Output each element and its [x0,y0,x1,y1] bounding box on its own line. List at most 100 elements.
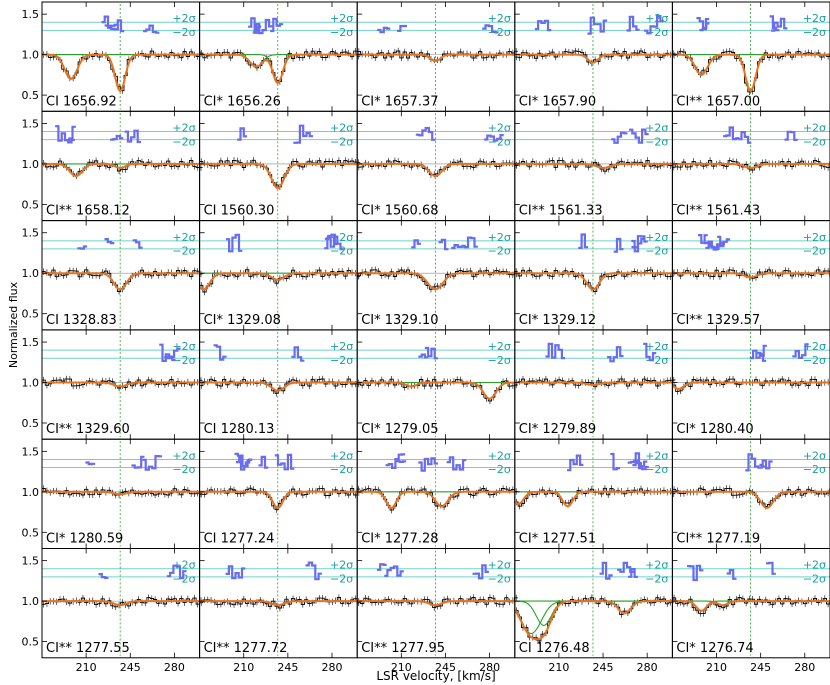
residual-segment [293,124,313,144]
residual-segment [213,344,227,361]
flux-spectrum [42,488,203,496]
minus-2sigma-label: −2σ [645,135,668,148]
x-tick-label: 210 [233,661,254,674]
residual-segment [723,126,740,141]
panel-label: CI** 1658.12 [46,204,130,219]
y-tick-label: 0.5 [22,308,40,321]
x-tick-label: 280 [794,661,815,674]
panel: +2σ−2σ CI 1560.30 [199,110,361,222]
plus-2sigma-label: +2σ [803,449,826,462]
minus-2sigma-label: −2σ [803,135,826,148]
residual-segment [225,233,243,253]
minus-2sigma-label: −2σ [172,245,195,258]
residual-segment [396,460,407,463]
residual-segment [451,244,465,250]
residual-segment [607,346,624,363]
panel-label: CI** 1277.19 [676,532,760,547]
residual-segment [418,457,438,472]
component-profile [199,54,358,68]
model-fit [199,600,358,607]
minus-2sigma-label: −2σ [172,135,195,148]
residual-segment [132,239,143,249]
y-tick-label: 1.5 [22,555,40,568]
model-fit [671,381,830,391]
residual-segment [411,239,421,249]
y-tick-label: 1.0 [22,267,40,280]
model-fit [42,162,200,178]
plus-2sigma-label: +2σ [330,449,353,462]
plus-2sigma-label: +2σ [488,121,511,134]
model-fit [672,162,830,170]
panel-label: CI 1328.83 [46,313,117,328]
minus-2sigma-label: −2σ [645,572,668,585]
panel-label: CI* 1329.08 [204,313,281,328]
residual-segment [418,353,429,359]
panel-label: CI 1560.30 [204,204,275,219]
residual-segment [545,342,566,360]
flux-spectrum [199,487,361,511]
minus-2sigma-label: −2σ [172,463,195,476]
residual-segment [643,342,657,362]
x-tick-label: 210 [706,661,727,674]
x-tick-labels: 210 245 280 210 245 280 210 245 280 210 245 280 210 2… [76,661,816,674]
component-profile [199,54,358,84]
minus-2sigma-label: −2σ [330,135,353,148]
component-profile [514,491,673,507]
model-fit [42,490,200,496]
panel-label: CI* 1329.12 [519,313,596,328]
panel-label: CI** 1277.72 [204,641,288,656]
model-fit [199,490,358,510]
x-tick-label: 210 [391,661,412,674]
minus-2sigma-label: −2σ [488,572,511,585]
x-tick-label: 245 [750,661,771,674]
plus-2sigma-label: +2σ [488,231,511,244]
residual-segment [698,234,708,244]
x-tick-label: 245 [593,661,614,674]
residual-segment [415,126,436,141]
model-fit [42,53,200,93]
x-tick-label: 245 [435,661,456,674]
plus-2sigma-label: +2σ [803,559,826,572]
minus-2sigma-label: −2σ [330,572,353,585]
residual-segment [104,238,115,245]
model-fit [199,162,358,190]
residual-segment [461,236,478,249]
component-profile [514,491,673,505]
residual-segment [98,573,109,579]
residual-segment [644,15,664,35]
residual-segment [124,129,141,144]
residual-segment [696,17,710,29]
residual-segment [472,564,489,580]
minus-2sigma-label: −2σ [172,354,195,367]
panel: +2σ−2σ CI** 1657.00 [671,1,830,112]
residual-segment [631,237,645,253]
residual-segment [771,17,788,32]
y-tick-label: 0.5 [22,417,40,430]
y-axis-label: Normalized flux [7,281,20,368]
panel: +2σ−2σ CI 1276.48 [513,548,676,659]
panel-label: CI* 1277.28 [361,532,438,547]
panel-label: CI** 1657.00 [676,94,760,109]
residual-segment [687,564,704,582]
model-fit [514,53,673,64]
plus-2sigma-label: +2σ [645,231,668,244]
flux-spectrum [199,159,361,188]
minus-2sigma-label: −2σ [488,463,511,476]
y-tick-label: 1.0 [22,595,40,608]
minus-2sigma-label: −2σ [172,26,195,39]
panel-label: CI* 1279.89 [519,422,596,437]
y-tick-label: 0.5 [22,198,40,211]
plus-2sigma-label: +2σ [488,340,511,353]
minus-2sigma-label: −2σ [488,26,511,39]
residual-segment [629,128,649,144]
x-tick-label: 280 [321,661,342,674]
y-tick-label: 1.5 [22,336,40,349]
residual-segment [424,346,438,360]
residual-segment [745,453,765,472]
minus-2sigma-label: −2σ [803,572,826,585]
panel-label: CI* 1560.68 [361,204,438,219]
panel-label: CI* 1277.51 [519,532,596,547]
panel-label: CI* 1276.74 [676,641,753,656]
minus-2sigma-label: −2σ [803,354,826,367]
